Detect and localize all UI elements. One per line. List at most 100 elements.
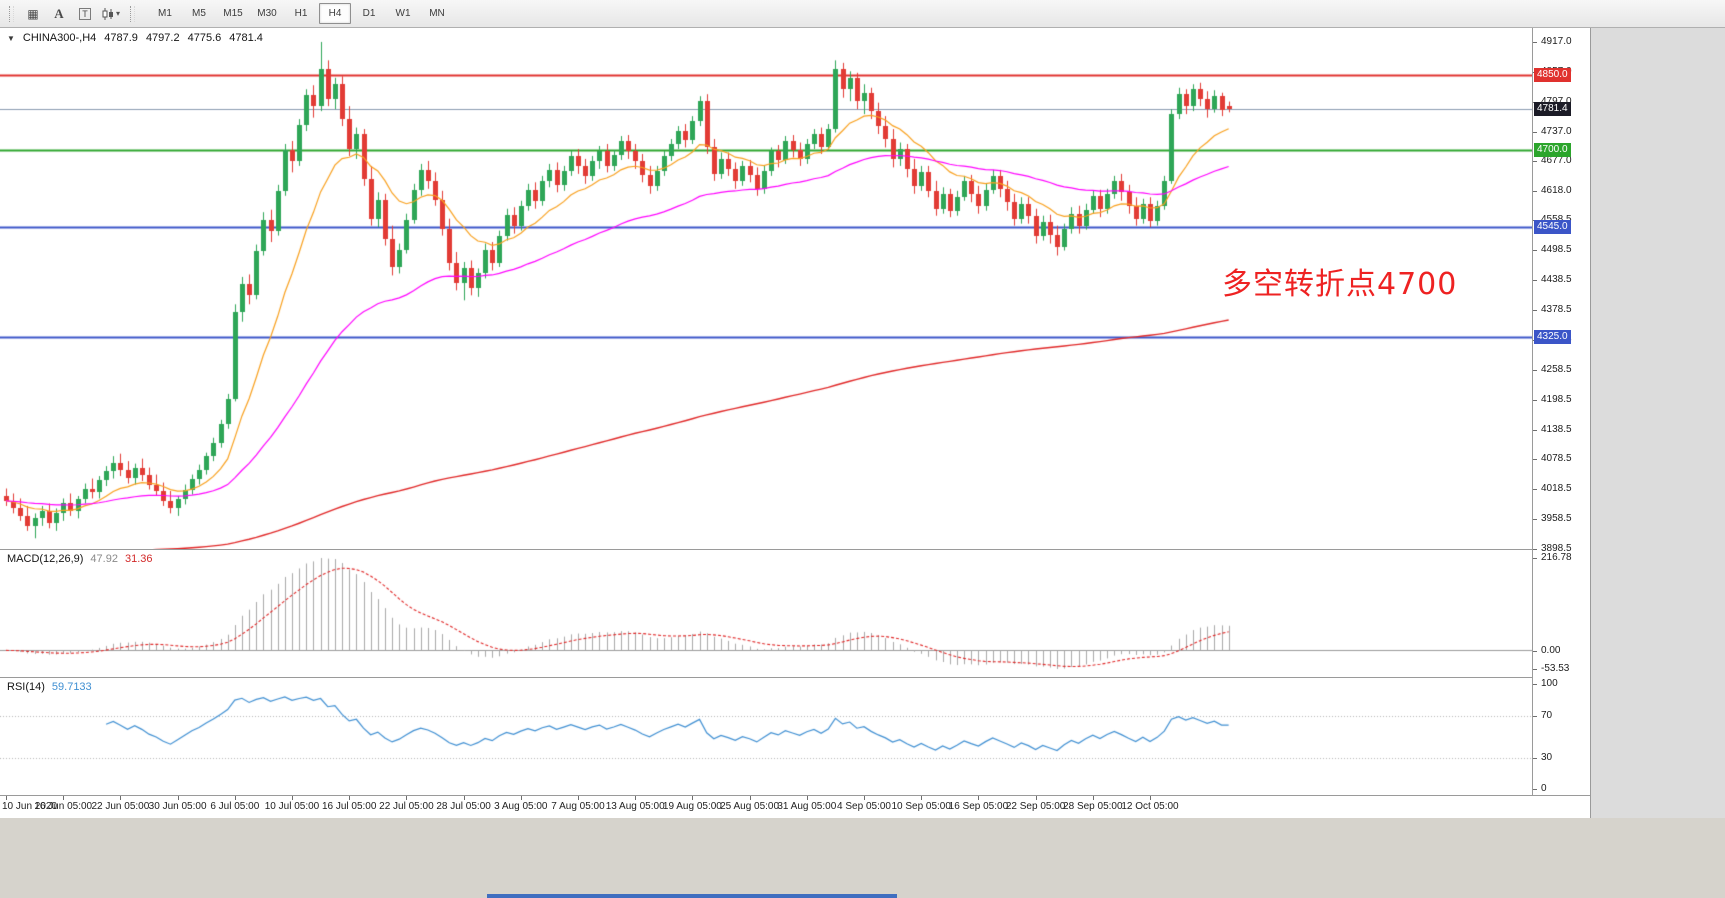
macd-axis-label: -53.53	[1533, 663, 1569, 675]
time-tick-label: 16 Sep 05:00	[948, 801, 1009, 812]
price-tick-label: 3898.5	[1533, 543, 1572, 555]
rsi-pane-canvas[interactable]	[0, 678, 1532, 795]
time-tick	[120, 796, 121, 800]
price-tick-label: 4378.5	[1533, 304, 1572, 316]
text-tool-button[interactable]: A	[47, 3, 71, 25]
time-tick-label: 19 Aug 05:00	[662, 801, 722, 812]
symbol-ohlc-readout: ▼ CHINA300-,H4 4787.9 4797.2 4775.6 4781…	[7, 32, 263, 44]
current-price-label: 4781.4	[1534, 102, 1571, 116]
ohlc-close: 4781.4	[229, 32, 263, 44]
pane-divider[interactable]	[0, 549, 1590, 550]
time-tick-label: 22 Jun 05:00	[91, 801, 150, 812]
taskbar-hint	[487, 894, 897, 898]
ohlc-low: 4775.6	[187, 32, 222, 44]
price-tick-label: 4138.5	[1533, 424, 1572, 436]
pane-divider[interactable]	[0, 677, 1590, 678]
right-margin-panel	[1590, 28, 1725, 818]
timeframe-button-m1[interactable]: M1	[158, 8, 172, 19]
ohlc-high: 4797.2	[145, 32, 180, 44]
time-tick-label: 7 Aug 05:00	[551, 801, 605, 812]
macd-pane-canvas[interactable]	[0, 550, 1532, 677]
rsi-value: 59.7133	[51, 681, 92, 693]
time-tick	[235, 796, 236, 800]
time-tick	[349, 796, 350, 800]
rsi-axis-label: 0	[1533, 783, 1547, 795]
time-tick-label: 4 Sep 05:00	[837, 801, 891, 812]
time-tick-label: 22 Sep 05:00	[1005, 801, 1066, 812]
time-tick-label: 10 Sep 05:00	[891, 801, 951, 812]
price-tick-label: 4438.5	[1533, 274, 1572, 286]
candlestick-chart-icon	[102, 7, 113, 20]
time-tick	[692, 796, 693, 800]
time-tick	[1093, 796, 1094, 800]
time-tick	[750, 796, 751, 800]
time-tick-label: 31 Aug 05:00	[777, 801, 837, 812]
dropdown-caret-icon: ▾	[115, 9, 120, 18]
time-tick	[921, 796, 922, 800]
macd-axis-label: 216.78	[1533, 552, 1572, 564]
timeframe-button-group: M1 M5 M15 M30 H1 H4 D1 W1 MN	[148, 3, 454, 24]
time-tick-label: 10 Jul 05:00	[264, 801, 320, 812]
text-label-tool-button[interactable]: T	[73, 3, 97, 25]
time-tick-label: 13 Aug 05:00	[605, 801, 665, 812]
symbol-expand-icon[interactable]: ▼	[7, 33, 15, 43]
chart-text-annotation[interactable]: 多空转折点4700	[1222, 267, 1458, 302]
price-tick-label: 4498.5	[1533, 244, 1572, 256]
time-tick	[406, 796, 407, 800]
bottom-filler-area	[0, 818, 1725, 898]
price-level-label: 4700.0	[1534, 143, 1571, 157]
time-tick	[978, 796, 979, 800]
timeframe-button-m5[interactable]: M5	[192, 8, 206, 19]
timeframe-button-h4[interactable]: H4	[319, 3, 351, 24]
time-tick	[635, 796, 636, 800]
time-tick-label: 28 Sep 05:00	[1063, 801, 1123, 812]
symbol-name: CHINA300-,H4	[22, 32, 97, 44]
rsi-axis-label: 100	[1533, 678, 1558, 690]
macd-indicator-label: MACD(12,26,9) 47.92 31.36	[7, 553, 152, 565]
rsi-axis-label: 70	[1533, 710, 1552, 722]
time-tick-label: 30 Jun 05:00	[148, 801, 207, 812]
market-watch-button[interactable]: ▦	[21, 3, 45, 25]
chart-toolbar: ▦ A T ▾ M1 M5 M15 M30 H1 H4 D1 W1 MN	[0, 0, 1725, 28]
timeframe-button-mn[interactable]: MN	[429, 8, 445, 19]
time-tick	[464, 796, 465, 800]
toolbar-grip[interactable]	[130, 5, 135, 22]
price-tick-label: 4258.5	[1533, 364, 1572, 376]
price-pane-canvas[interactable]	[0, 28, 1532, 549]
chart-area: ▼ CHINA300-,H4 4787.9 4797.2 4775.6 4781…	[0, 28, 1725, 818]
toolbar-grip[interactable]	[9, 5, 14, 22]
price-tick-label: 4677.0	[1533, 155, 1572, 167]
time-tick-label: 22 Jul 05:00	[379, 801, 434, 812]
timeframe-button-m15[interactable]: M15	[223, 8, 243, 19]
time-tick	[578, 796, 579, 800]
timeframe-button-w1[interactable]: W1	[395, 8, 411, 19]
text-tool-icon: A	[54, 5, 64, 21]
price-tick-label: 4198.5	[1533, 394, 1572, 406]
macd-main-value: 47.92	[90, 553, 118, 565]
timeframe-button-d1[interactable]: D1	[362, 8, 376, 19]
price-tick-label: 3958.5	[1533, 513, 1572, 525]
time-tick-label: 28 Jul 05:00	[436, 801, 491, 812]
timeframe-button-h1[interactable]: H1	[294, 8, 308, 19]
macd-signal-value: 31.36	[124, 553, 153, 565]
time-tick	[6, 796, 7, 800]
time-tick	[178, 796, 179, 800]
time-tick-label: 25 Aug 05:00	[720, 801, 780, 812]
price-level-label: 4325.0	[1534, 330, 1571, 344]
time-tick	[63, 796, 64, 800]
time-tick	[292, 796, 293, 800]
time-scale[interactable]: 10 Jun 2020 16 Jun 05:00 22 Jun 05:00 30 Ju…	[0, 795, 1590, 818]
time-tick	[1150, 796, 1151, 800]
rsi-name: RSI(14)	[7, 681, 45, 693]
rsi-axis-label: 30	[1533, 752, 1552, 764]
time-tick	[521, 796, 522, 800]
timeframe-button-m30[interactable]: M30	[257, 8, 277, 19]
chart-type-button[interactable]: ▾	[99, 3, 123, 25]
macd-name: MACD(12,26,9)	[7, 553, 84, 565]
price-tick-label: 4618.0	[1533, 185, 1572, 197]
time-tick-label: 3 Aug 05:00	[494, 801, 548, 812]
price-scale[interactable]: 4917.04857.04797.04737.04677.04618.04558…	[1532, 28, 1590, 795]
time-tick-label: 10 Jun 2020	[2, 801, 58, 812]
price-tick-label: 4018.5	[1533, 483, 1572, 495]
